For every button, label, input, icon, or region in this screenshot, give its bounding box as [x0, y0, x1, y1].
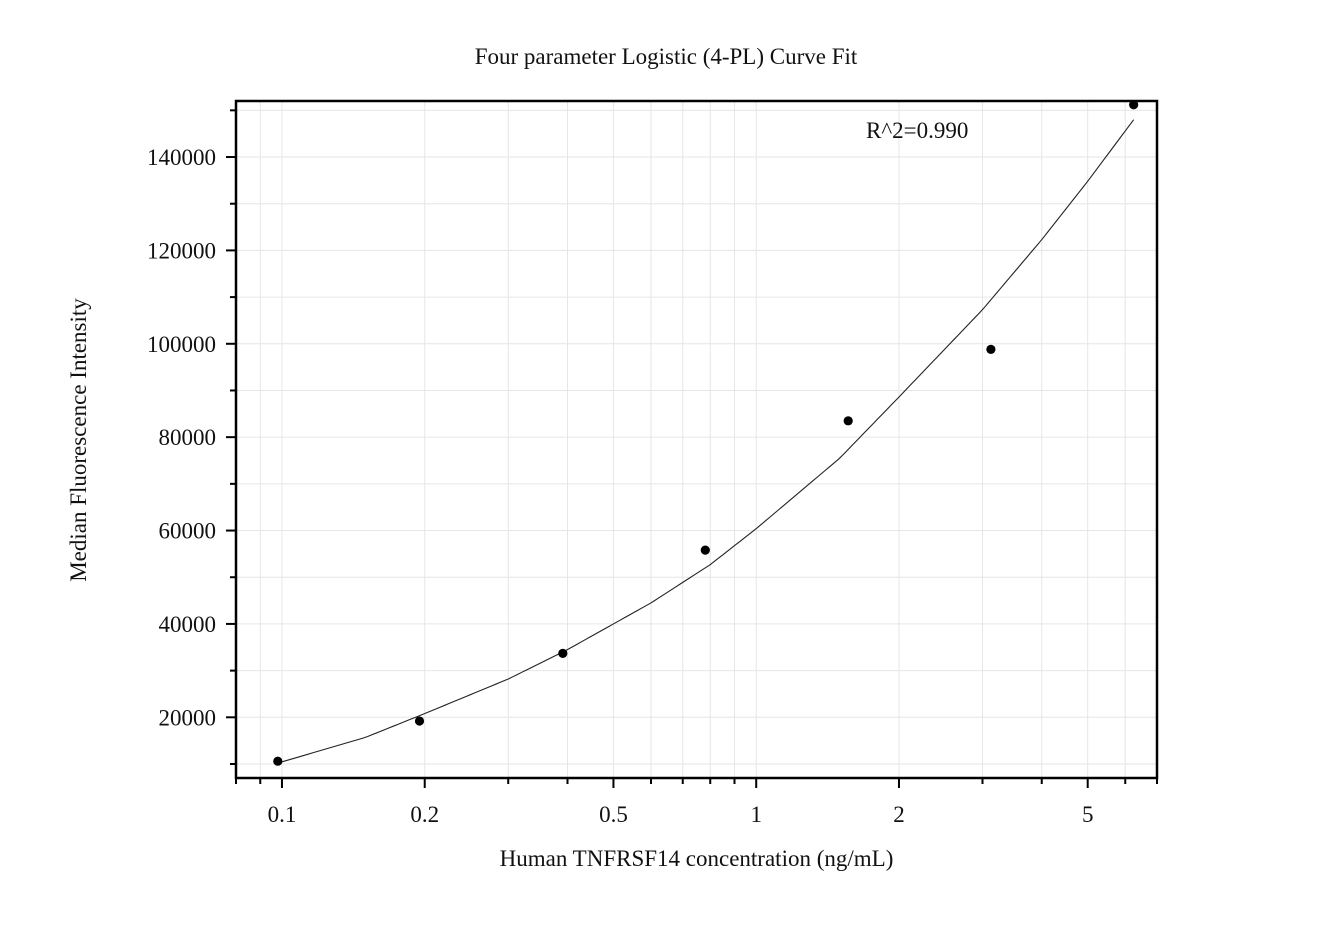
data-point — [843, 416, 853, 426]
plot-frame — [234, 99, 1159, 780]
x-tick-label: 0.5 — [599, 802, 628, 827]
data-point — [986, 344, 996, 354]
y-tick-label: 120000 — [147, 238, 216, 263]
y-tick-label: 100000 — [147, 332, 216, 357]
x-tick-label: 1 — [750, 802, 762, 827]
data-point — [558, 648, 568, 658]
y-tick-label: 20000 — [159, 705, 217, 730]
x-tick-label: 5 — [1082, 802, 1094, 827]
data-point — [700, 545, 710, 555]
x-tick-label: 0.2 — [410, 802, 439, 827]
x-tick-label: 0.1 — [268, 802, 297, 827]
chart-title: Four parameter Logistic (4-PL) Curve Fit — [474, 44, 858, 69]
y-tick-label: 40000 — [159, 612, 217, 637]
data-point — [273, 756, 283, 766]
y-tick-label: 80000 — [159, 425, 217, 450]
x-axis-label: Human TNFRSF14 concentration (ng/mL) — [499, 846, 894, 871]
y-tick-label: 60000 — [159, 519, 217, 544]
data-point — [414, 716, 425, 726]
fit-curve-line — [277, 119, 1135, 764]
data-point — [1129, 100, 1139, 110]
x-tick-label: 2 — [893, 802, 905, 827]
y-tick-label: 140000 — [147, 145, 216, 170]
r-squared-annotation: R^2=0.990 — [866, 118, 968, 143]
